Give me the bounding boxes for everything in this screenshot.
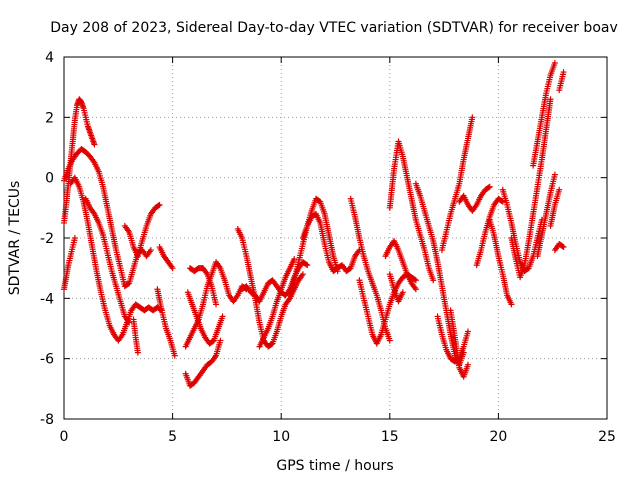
series-track-1 <box>61 96 98 226</box>
data-point <box>169 265 176 272</box>
series-track-9 <box>156 244 176 272</box>
data-point <box>412 277 419 284</box>
data-point <box>412 286 419 293</box>
data-point <box>508 301 515 308</box>
x-axis-label: GPS time / hours <box>276 458 393 474</box>
series-track-12 <box>184 289 226 347</box>
series-track-25 <box>434 313 471 365</box>
data-point <box>213 301 220 308</box>
data-point <box>91 141 98 148</box>
data-point <box>560 69 567 76</box>
data-point <box>386 337 393 344</box>
series-track-4 <box>67 174 165 344</box>
series-track-8 <box>154 286 178 359</box>
series-track-6 <box>121 201 163 260</box>
x-tick-label: 20 <box>489 429 507 445</box>
data-point <box>556 186 563 193</box>
y-tick-label: -6 <box>40 352 54 368</box>
data-point <box>547 96 554 103</box>
data-point <box>399 289 406 296</box>
y-tick-label: -2 <box>40 231 54 247</box>
data-point <box>303 261 310 268</box>
data-points <box>61 60 567 389</box>
series-track-26 <box>447 307 471 380</box>
y-tick-label: -8 <box>40 412 54 428</box>
x-tick-label: 10 <box>272 429 290 445</box>
x-tick-label: 25 <box>598 429 616 445</box>
y-tick-label: 4 <box>45 50 54 66</box>
x-tick-label: 0 <box>60 429 69 445</box>
series-track-18 <box>299 210 363 275</box>
data-point <box>499 198 506 205</box>
data-point <box>171 352 178 359</box>
data-point <box>147 247 154 254</box>
series-track-27 <box>438 114 476 254</box>
series-track-32 <box>508 96 554 281</box>
y-tick-label: 2 <box>45 110 54 126</box>
data-point <box>486 183 493 190</box>
data-point <box>356 247 363 254</box>
data-point <box>217 337 224 344</box>
series-track-36 <box>551 241 567 254</box>
series-track-19 <box>347 195 393 344</box>
series-track-23 <box>386 271 406 305</box>
series-track-37 <box>556 69 567 94</box>
data-point <box>134 349 141 356</box>
data-point <box>559 243 566 250</box>
series-track-5 <box>82 195 133 326</box>
data-point <box>155 202 162 209</box>
data-point <box>469 114 476 121</box>
x-tick-label: 15 <box>381 429 399 445</box>
series-track-35 <box>547 186 563 229</box>
data-point <box>156 201 163 208</box>
chart-title: Day 208 of 2023, Sidereal Day-to-day VTE… <box>50 20 618 36</box>
data-point <box>71 235 78 241</box>
series-track-28 <box>456 183 493 214</box>
series-track-33 <box>530 60 558 169</box>
y-tick-label: -4 <box>40 291 54 307</box>
series-track-11 <box>182 337 224 389</box>
data-point <box>291 256 298 263</box>
axis-ticks <box>63 56 608 420</box>
data-point <box>219 313 226 320</box>
series-track-7 <box>130 316 141 356</box>
data-point <box>304 262 311 269</box>
series-track-30 <box>486 216 515 308</box>
y-tick-label: 0 <box>45 171 54 187</box>
data-point <box>551 171 558 178</box>
series-track-34 <box>534 171 558 260</box>
data-point <box>299 271 306 278</box>
data-point <box>464 361 471 368</box>
x-tick-label: 5 <box>168 429 177 445</box>
data-point <box>430 277 437 284</box>
data-point <box>560 244 567 251</box>
series-track-16 <box>256 256 298 350</box>
tick-labels: 0 5 10 15 20 25 -8 -6 -4 -2 0 2 4 <box>40 50 616 445</box>
series-track-2 <box>61 146 154 290</box>
series-track-17 <box>286 195 341 299</box>
y-axis-label: SDTVAR / TECUs <box>7 181 23 296</box>
series-track-21 <box>382 238 419 293</box>
series-track-3 <box>61 235 78 293</box>
data-point <box>464 328 471 335</box>
series-track-22 <box>386 138 437 284</box>
data-point <box>126 319 133 326</box>
data-point <box>485 184 492 191</box>
series-track-29 <box>473 195 506 269</box>
data-point <box>551 60 558 67</box>
series-track-13 <box>186 265 220 308</box>
